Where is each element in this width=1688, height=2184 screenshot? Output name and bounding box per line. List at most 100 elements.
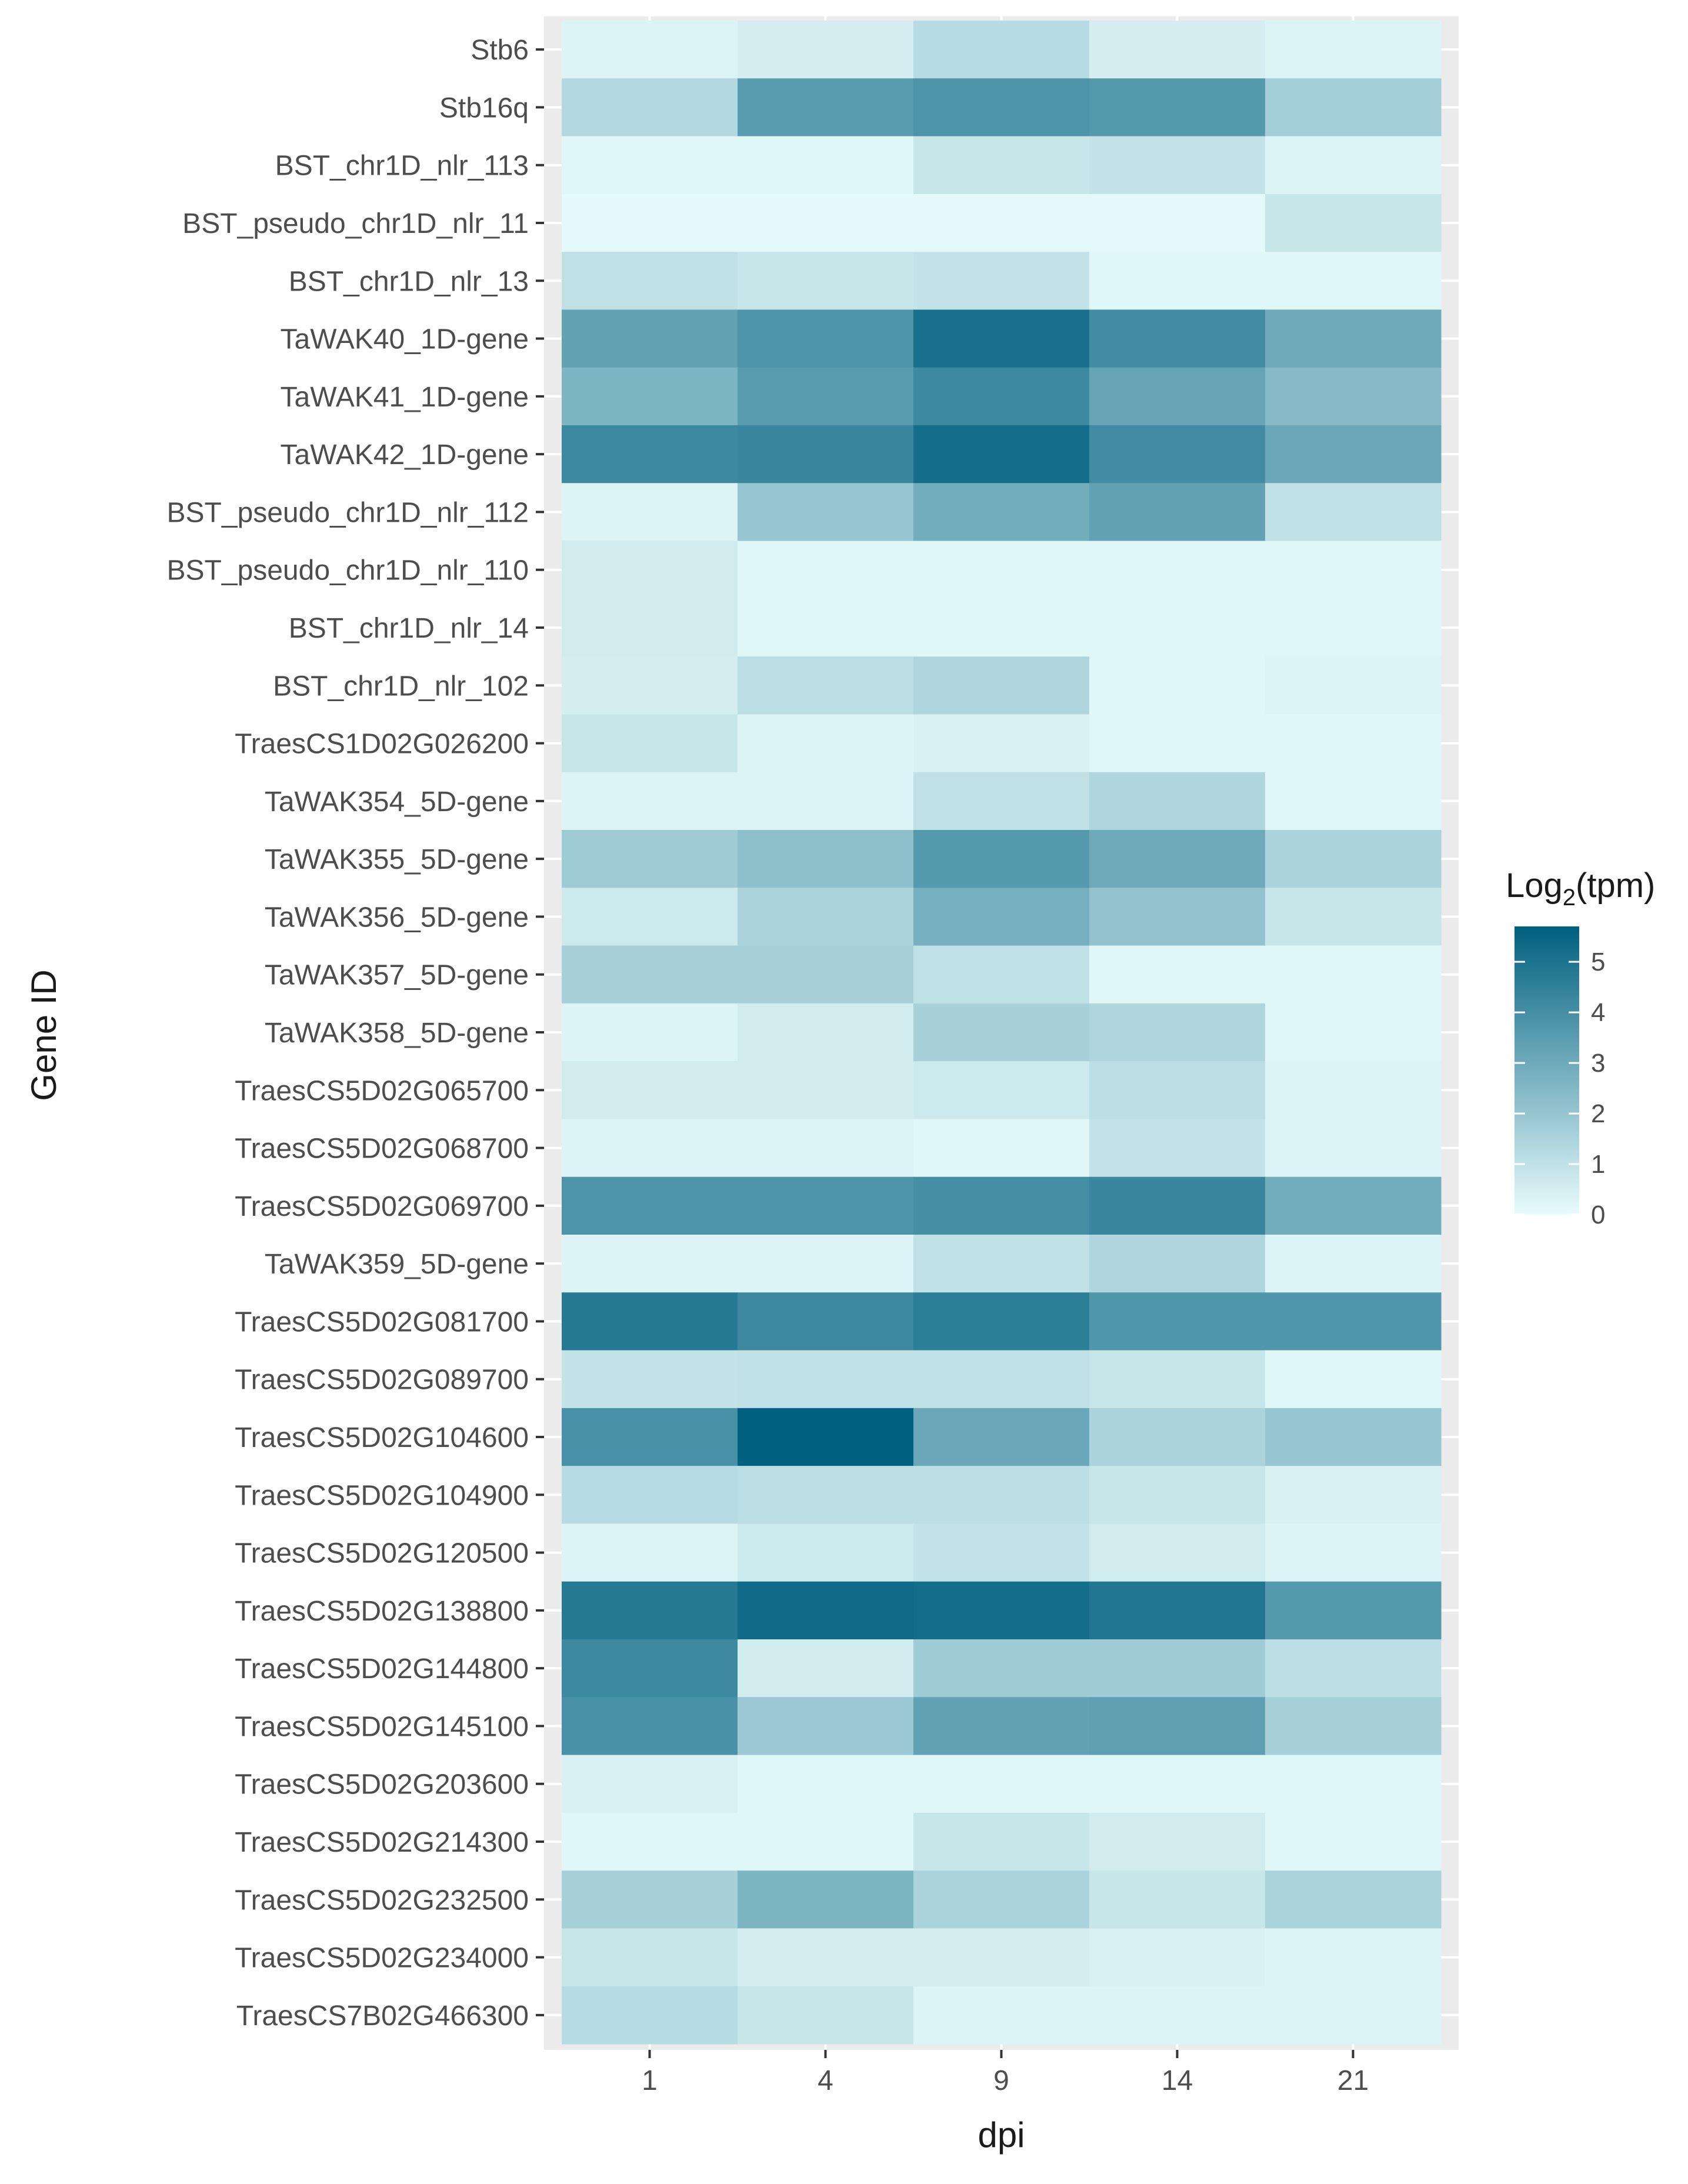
heatmap-cell [738,1755,914,1813]
heatmap-cell [562,1812,738,1871]
heatmap-cell [1265,1235,1442,1293]
heatmap-cell [1265,309,1442,368]
heatmap-cell [913,1581,1090,1640]
heatmap-cell [562,252,738,311]
heatmap-cell [913,1466,1090,1525]
heatmap-cell [1089,1119,1266,1178]
heatmap-cell [1089,425,1266,484]
heatmap-cell [562,1176,738,1235]
heatmap-cell [562,1003,738,1062]
heatmap-cell [913,1755,1090,1813]
y-tick-label: TaWAK355_5D-gene [265,844,529,875]
heatmap-cell [1265,1639,1442,1698]
heatmap-cell [562,1061,738,1120]
heatmap-cell [913,136,1090,195]
heatmap-cell [913,1119,1090,1178]
heatmap-cell [562,194,738,252]
heatmap-cell [738,1119,914,1178]
y-tick-label: TaWAK356_5D-gene [265,902,529,933]
heatmap-cell [562,830,738,888]
heatmap-cell [562,598,738,657]
y-tick-label: TraesCS5D02G120500 [235,1538,529,1569]
heatmap-cell [1089,1350,1266,1409]
heatmap-cell [562,1466,738,1525]
heatmap-cell [738,425,914,484]
heatmap-cell [913,888,1090,946]
y-tick-label: TraesCS5D02G214300 [235,1827,529,1858]
heatmap-cell [1089,1176,1266,1235]
heatmap-cell [738,1350,914,1409]
heatmap-cell [562,888,738,946]
heatmap-cell [1089,714,1266,773]
heatmap-cell [738,367,914,426]
x-tick-label: 4 [818,2065,833,2096]
heatmap-cell [1089,888,1266,946]
y-tick-label: Stb16q [439,92,529,124]
heatmap-cell [913,1176,1090,1235]
y-tick-label: TaWAK41_1D-gene [281,382,529,413]
heatmap-cell [738,1235,914,1293]
heatmap-cell [913,541,1090,599]
heatmap-cell [1089,598,1266,657]
heatmap-cell [1089,1928,1266,1987]
legend-tick-label: 3 [1591,1049,1605,1078]
heatmap-cell [1089,78,1266,137]
heatmap-cell [562,1523,738,1582]
heatmap-cell [1089,830,1266,888]
heatmap-cell [738,656,914,715]
y-tick-label: TaWAK357_5D-gene [265,960,529,991]
heatmap-cell [1265,1812,1442,1871]
heatmap-cell [1089,541,1266,599]
heatmap-cell [913,1350,1090,1409]
heatmap-cell [738,1176,914,1235]
heatmap-cell [562,1408,738,1466]
heatmap-cell [738,714,914,773]
y-axis: Stb6 Stb16q BST_chr1D_nlr_113 BST_pseudo_ch… [166,35,544,2032]
legend-tick-label: 4 [1591,998,1605,1027]
legend-ticks: 0 1 2 3 4 5 [1514,948,1605,1229]
y-tick-label: TaWAK358_5D-gene [265,1018,529,1049]
heatmap-cell [1089,1408,1266,1466]
heatmap-cell [1265,252,1442,311]
heatmap-cell [913,1523,1090,1582]
heatmap-cell [1089,194,1266,252]
heatmap-cell [913,483,1090,542]
y-tick-label: TraesCS1D02G026200 [235,729,529,760]
heatmap-cell [1265,945,1442,1004]
heatmap-cell [913,1235,1090,1293]
y-tick-label: TraesCS5D02G068700 [235,1133,529,1165]
heatmap-cell [1265,21,1442,79]
legend-tick-label: 2 [1591,1099,1605,1128]
heatmap-cell [913,367,1090,426]
y-tick-label: Stb6 [471,35,529,66]
heatmap-cell [1265,1003,1442,1062]
y-tick-label: TraesCS7B02G466300 [236,2000,529,2032]
legend-title-suffix: (tpm) [1576,866,1655,905]
legend-title: Log2(tpm) [1506,866,1655,911]
heatmap-cell [1265,1581,1442,1640]
heatmap-cell [1089,1812,1266,1871]
heatmap-cell [562,945,738,1004]
heatmap-cell [738,1986,914,2045]
heatmap-cell [562,1755,738,1813]
heatmap-cell [1265,830,1442,888]
y-tick-label: BST_chr1D_nlr_113 [275,151,529,182]
heatmap-cell [1265,541,1442,599]
heatmap-cell [738,1466,914,1525]
heatmap-cell [1265,1466,1442,1525]
heatmap-cell [913,598,1090,657]
x-tick-label: 9 [993,2065,1009,2096]
heatmap-cell [913,309,1090,368]
heatmap-cell [913,1408,1090,1466]
heatmap-cell [1089,1755,1266,1813]
heatmap-cell [1089,367,1266,426]
heatmap-cell [562,21,738,79]
y-tick-label: TaWAK42_1D-gene [281,439,529,471]
heatmap-cell [1265,598,1442,657]
heatmap-cell [738,1523,914,1582]
heatmap-cell [1265,136,1442,195]
heatmap-cell [1265,483,1442,542]
heatmap-cell [562,1235,738,1293]
